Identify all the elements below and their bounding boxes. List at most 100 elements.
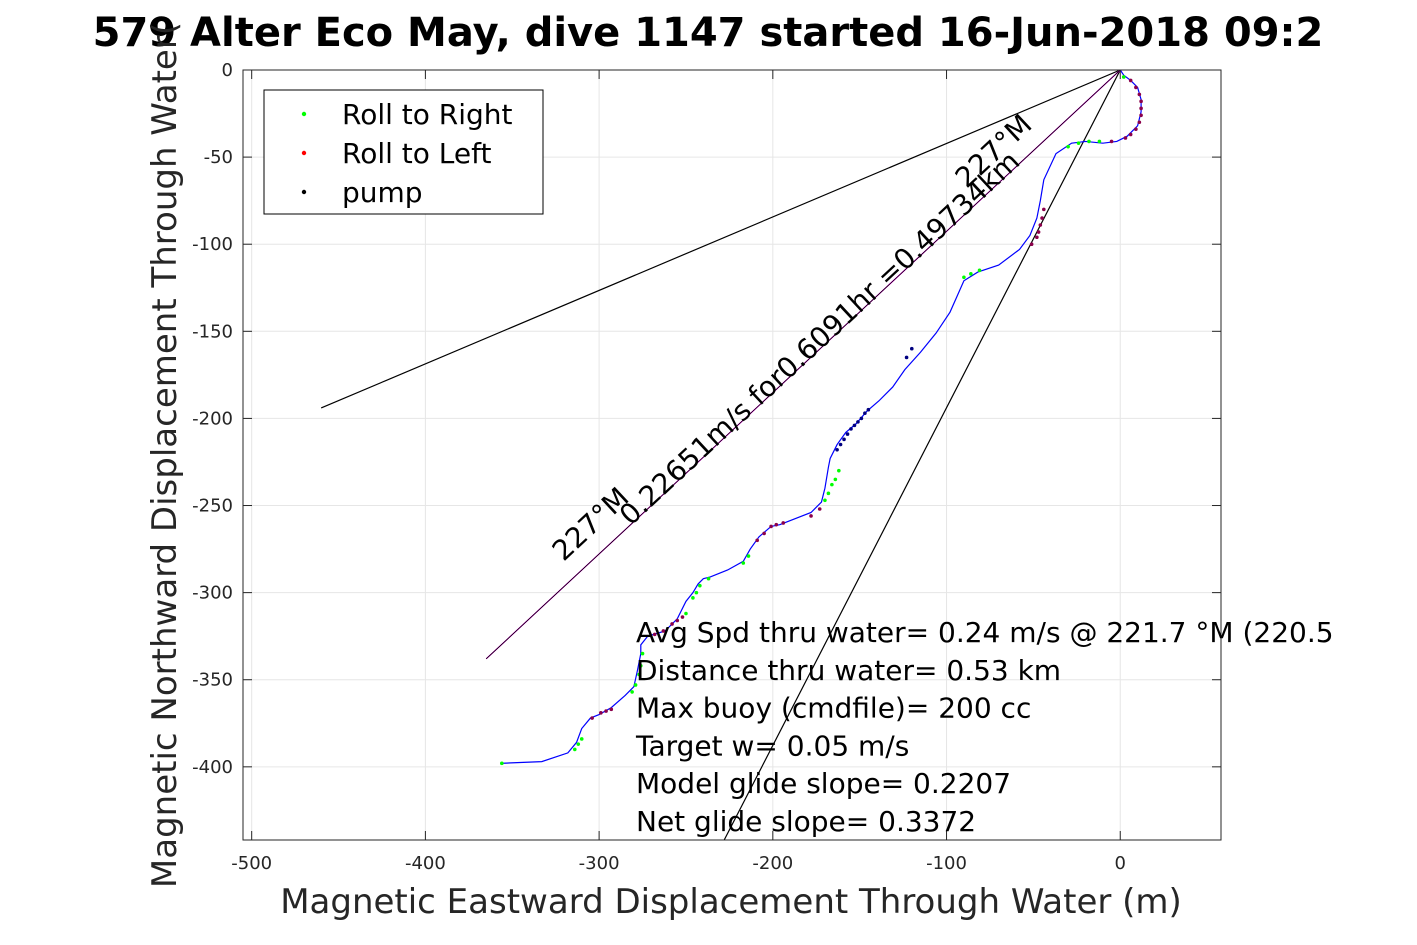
stats-line: Net glide slope= 0.3372: [636, 805, 976, 838]
roll-left-point: [755, 538, 759, 543]
plot-frame: [242, 69, 1222, 841]
roll-left-point: [774, 522, 779, 527]
y-tick-label: -150: [192, 321, 233, 342]
roll-right-point: [833, 477, 838, 482]
roll-right-point: [977, 268, 982, 273]
legend-marker: [301, 189, 307, 195]
data-points: [500, 75, 1143, 766]
roll-left-point: [817, 507, 822, 511]
roll-right-point: [694, 590, 699, 595]
roll-right-point: [1097, 139, 1102, 144]
legend-marker: [301, 111, 307, 117]
roll-left-point: [1123, 136, 1128, 140]
pump-point: [866, 407, 871, 412]
roll-left-point: [1109, 139, 1114, 144]
roll-left-point: [1134, 85, 1138, 90]
pump-point: [838, 442, 843, 447]
roll-left-point: [590, 716, 594, 720]
y-tick-label: -250: [192, 496, 233, 517]
y-tick-label: -100: [192, 234, 233, 255]
pump-point: [849, 427, 853, 431]
roll-left-point: [1139, 106, 1143, 111]
roll-left-point: [781, 521, 786, 525]
roll-right-point: [684, 611, 688, 616]
pump-point: [904, 355, 909, 360]
x-tick-label: -500: [231, 853, 272, 874]
y-tick-label: -200: [192, 408, 233, 429]
roll-right-point: [826, 491, 831, 496]
roll-left-point: [809, 514, 813, 518]
stats-line: Model glide slope= 0.2207: [636, 767, 1011, 800]
roll-right-point: [1121, 75, 1126, 79]
stats-line: Target w= 0.05 m/s: [635, 729, 909, 762]
roll-right-point: [576, 742, 581, 746]
pump-point: [909, 346, 914, 351]
roll-right-point: [572, 747, 577, 752]
roll-right-point: [691, 596, 695, 600]
pump-point: [859, 416, 864, 421]
roll-right-point: [1066, 144, 1070, 149]
legend-label: Roll to Right: [342, 98, 513, 131]
roll-right-point: [706, 576, 711, 581]
y-axis-label: Magnetic Northward Displacement Through …: [145, 22, 185, 888]
x-tick-label: -200: [752, 853, 793, 874]
axis-ticks: -500 -400 -300 -200 -100 0 0 -50 -100 -150 -200 -25…: [192, 60, 1221, 874]
legend: Roll to Right Roll to Left pump: [263, 89, 544, 215]
x-tick-label: -100: [926, 853, 967, 874]
roll-left-point: [680, 615, 685, 619]
roll-right-point: [969, 272, 973, 276]
roll-right-point: [830, 482, 834, 487]
roll-left-point: [1128, 132, 1133, 137]
roll-right-point: [640, 651, 645, 656]
legend-label: pump: [342, 176, 423, 209]
roll-right-point: [698, 583, 702, 588]
pump-point: [842, 437, 846, 442]
roll-left-point: [670, 622, 674, 626]
roll-left-point: [1137, 92, 1142, 97]
legend-marker: [301, 150, 307, 156]
roll-right-point: [1087, 139, 1091, 144]
roll-left-point: [1128, 78, 1133, 83]
roll-left-point: [604, 709, 608, 713]
chart-title: 579 Alter Eco May, dive 1147 started 16-…: [93, 10, 1324, 56]
reference-line-1: [723, 70, 1121, 840]
x-tick-label: -400: [405, 853, 446, 874]
roll-right-point: [637, 672, 641, 677]
pump-point: [835, 447, 839, 452]
pump-point: [863, 411, 867, 415]
roll-left-point: [599, 711, 603, 715]
roll-left-point: [609, 707, 614, 712]
pump-point: [845, 432, 850, 436]
roll-right-point: [633, 683, 638, 687]
roll-left-point: [1040, 216, 1044, 220]
roll-right-point: [823, 498, 827, 503]
reference-lines: [320, 70, 1121, 840]
roll-right-point: [630, 690, 634, 694]
stats-line: Distance thru water= 0.53 km: [636, 654, 1061, 687]
roll-left-point: [769, 524, 773, 529]
roll-left-point: [1036, 230, 1041, 234]
roll-left-point: [1134, 127, 1138, 132]
stats-line: Avg Spd thru water= 0.24 m/s @ 221.7 °M …: [636, 616, 1334, 649]
y-tick-label: 0: [222, 60, 233, 81]
x-tick-label: -300: [579, 853, 620, 874]
roll-right-point: [962, 275, 966, 280]
roll-left-point: [1139, 99, 1143, 104]
roll-right-point: [746, 554, 751, 558]
y-tick-label: -400: [192, 757, 233, 778]
roll-right-point: [500, 761, 504, 766]
pump-point: [852, 423, 857, 428]
y-tick-label: -350: [192, 670, 233, 691]
roll-left-point: [1139, 113, 1143, 118]
legend-label: Roll to Left: [342, 137, 491, 170]
roll-right-point: [579, 737, 584, 741]
roll-left-point: [652, 632, 657, 637]
roll-right-point: [741, 561, 746, 565]
y-tick-label: -300: [192, 583, 233, 604]
roll-right-point: [639, 663, 643, 668]
roll-left-point: [1038, 223, 1043, 227]
legend-box: [263, 89, 544, 215]
reference-line-3: [485, 70, 1121, 660]
roll-left-point: [1035, 235, 1039, 240]
